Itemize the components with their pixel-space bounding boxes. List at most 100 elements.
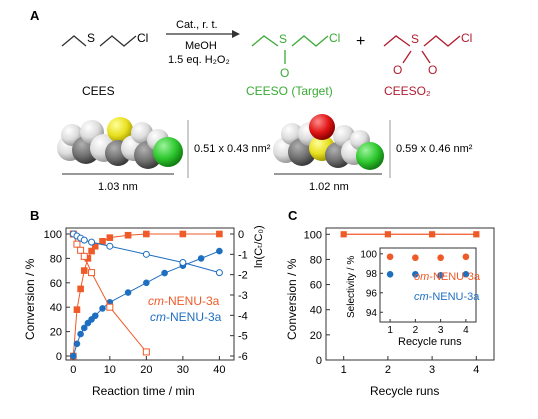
data-point [143, 230, 150, 238]
inset-y-tick-label: 98 [366, 269, 378, 280]
panel-a-label: A [30, 8, 40, 23]
inset-y-tick-label: 96 [366, 288, 378, 299]
x-tick-label: 1 [341, 364, 347, 376]
inset-x-tick-label: 3 [438, 325, 444, 336]
ceeso-bond-1 [251, 35, 279, 47]
cees-label: CEES [82, 84, 115, 98]
x-tick-label: 0 [70, 364, 76, 376]
y2-tick-label: -2 [238, 270, 248, 282]
data-point [106, 242, 114, 250]
inset-frame [379, 247, 477, 323]
y-tick-label: 40 [50, 302, 62, 314]
y-tick-label: 80 [50, 253, 62, 265]
data-point [179, 258, 187, 266]
inset-legend-orange: om-NENU-3a [414, 271, 481, 283]
x-tick-label: 4 [473, 364, 479, 376]
inset-data-point [412, 254, 419, 262]
atom-s [107, 117, 133, 143]
data-point [80, 252, 88, 260]
data-point [77, 330, 84, 338]
data-point [88, 247, 95, 255]
legend-b-orange: cm-NENU-3a [148, 294, 220, 308]
ceeso-atom-o: O [280, 66, 289, 80]
inset-x-tick-label: 4 [463, 325, 469, 336]
model-right-dims: 0.59 x 0.46 nm² [396, 143, 473, 155]
data-point [429, 231, 436, 238]
y2-tick-label: 0 [238, 229, 244, 241]
data-point [73, 240, 81, 248]
inset-legend-blue: cm-NENU-3a [414, 291, 480, 303]
cees-atom-s: S [87, 31, 95, 45]
condition-catalyst: Cat., r. t. [176, 19, 218, 31]
x-tick-label: 30 [177, 364, 189, 376]
y-tick-label: 40 [310, 305, 322, 317]
legend-b-orange-prefix: cm [148, 294, 164, 308]
model-left-dims: 0.51 x 0.43 nm² [194, 143, 271, 155]
plot-c-frame [325, 227, 495, 361]
space-filling-model-ceeso [273, 114, 384, 170]
plot-c-xlabel: Recycle runs [370, 384, 439, 398]
inset-x-tick-label: 1 [387, 325, 393, 336]
data-point [88, 269, 96, 277]
y2-tick-label: -3 [238, 290, 248, 302]
ceeso2-atom-o1: O [393, 63, 402, 77]
ceeso-atom-s: S [279, 32, 287, 46]
data-point [106, 303, 114, 311]
cees-bond-1 [61, 35, 87, 47]
y-tick-label: 0 [56, 351, 62, 363]
ceeso2-atom-cl: Cl [461, 31, 472, 45]
y2-tick-label: -1 [238, 249, 248, 261]
inset-data-point [386, 253, 394, 261]
reaction-arrow-head [232, 30, 240, 38]
ceeso2-atom-o2: O [428, 63, 437, 77]
panel-a: A S Cl CEES Cat., r. t. MeOH 1.5 eq. H₂O… [30, 8, 473, 193]
space-filling-model-cees [57, 117, 183, 169]
data-point [73, 340, 81, 348]
ceeso-atom-cl: Cl [329, 31, 340, 45]
data-point [124, 231, 132, 239]
legend-b-blue-suffix: -NENU-3a [166, 310, 222, 324]
x-tick-label: 40 [213, 364, 225, 376]
data-point [91, 312, 99, 320]
inset-data-point [462, 253, 470, 261]
cees-atom-cl: Cl [137, 31, 148, 45]
x-tick-label: 20 [140, 364, 152, 376]
y-tick-label: 80 [310, 254, 322, 266]
y2-tick-label: -6 [238, 351, 248, 363]
data-point [106, 234, 114, 241]
inset-x-ticks: 1 2 3 4 [387, 319, 469, 336]
plus-sign: + [356, 33, 365, 50]
data-point [473, 231, 480, 238]
ceeso2-bond-1 [383, 35, 411, 47]
y2-tick-label: -5 [238, 331, 248, 343]
data-point [215, 269, 223, 277]
atom-cl [153, 137, 183, 167]
legend-b-blue-prefix: cm [150, 310, 166, 324]
legend-b-orange-suffix: -NENU-3a [164, 294, 220, 308]
inset-data-point [386, 270, 394, 278]
y-tick-label: 20 [50, 327, 62, 339]
condition-oxidant: 1.5 eq. H₂O₂ [168, 54, 230, 66]
data-point [142, 348, 150, 356]
ceeso2-label: CEESO₂ [384, 84, 431, 98]
data-point [340, 231, 347, 238]
data-point [143, 279, 150, 287]
ceeso-label: CEESO (Target) [246, 84, 333, 98]
ceeso2-bond-so2 [421, 50, 431, 64]
data-point [70, 352, 77, 360]
inset-x-tick-label: 2 [413, 325, 419, 336]
atom-o [309, 114, 335, 140]
data-point [142, 250, 150, 258]
inset-data-point [412, 270, 419, 278]
model-left-length: 1.03 nm [98, 181, 138, 193]
data-point [384, 231, 391, 238]
plot-b-y2label: ln(Cₜ/C₀) [253, 225, 265, 268]
x-tick-label: 10 [104, 364, 116, 376]
data-point [77, 246, 85, 254]
data-point [80, 267, 88, 274]
inset-y-tick-label: 94 [366, 308, 378, 319]
data-point [73, 306, 81, 313]
plot-c-x-ticks: 1 2 3 4 [341, 356, 479, 376]
y-tick-label: 0 [316, 355, 322, 367]
data-point [99, 305, 106, 312]
